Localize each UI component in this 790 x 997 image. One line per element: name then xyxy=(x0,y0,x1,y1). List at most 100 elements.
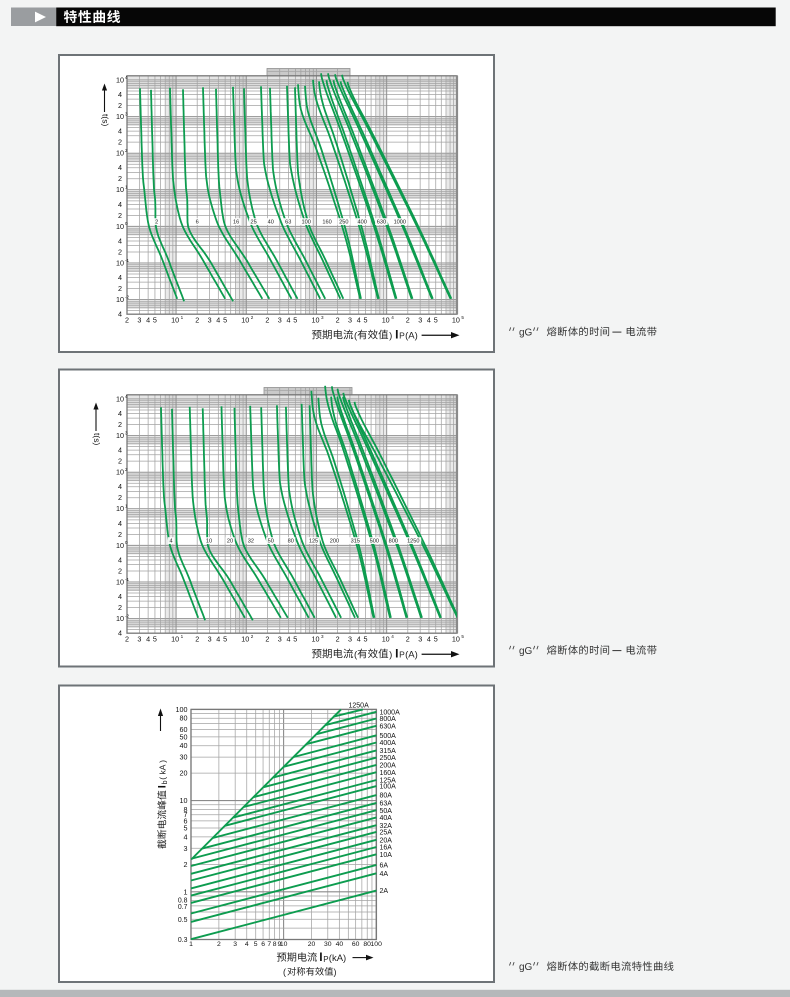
svg-text:6: 6 xyxy=(196,220,199,226)
svg-text:4: 4 xyxy=(118,555,122,564)
svg-text:t(s): t(s) xyxy=(92,433,102,445)
svg-text:10: 10 xyxy=(452,635,460,644)
svg-text:4: 4 xyxy=(118,90,122,99)
svg-text:5: 5 xyxy=(223,316,227,325)
svg-text:10: 10 xyxy=(116,541,124,550)
svg-text:32: 32 xyxy=(248,539,254,545)
svg-text:2: 2 xyxy=(155,220,158,226)
svg-text:10: 10 xyxy=(382,316,390,325)
svg-text:5: 5 xyxy=(254,941,258,948)
svg-text:6: 6 xyxy=(261,941,265,948)
svg-text:5: 5 xyxy=(153,316,157,325)
svg-text:4: 4 xyxy=(427,316,431,325)
svg-text:4: 4 xyxy=(118,519,122,528)
svg-text:2: 2 xyxy=(125,467,128,472)
svg-text:5: 5 xyxy=(461,315,464,320)
svg-text:1: 1 xyxy=(125,504,128,509)
svg-text:4A: 4A xyxy=(380,871,389,878)
svg-text:2: 2 xyxy=(118,530,122,539)
svg-text:25: 25 xyxy=(250,220,256,226)
svg-text:10: 10 xyxy=(116,295,124,304)
svg-text:3: 3 xyxy=(208,316,212,325)
svg-text:125A: 125A xyxy=(380,778,397,785)
svg-text:3: 3 xyxy=(208,635,212,644)
svg-text:3: 3 xyxy=(125,430,128,435)
svg-text:(: ( xyxy=(283,967,286,977)
svg-text:3: 3 xyxy=(233,941,237,948)
svg-text:63A: 63A xyxy=(380,801,393,808)
svg-text:80A: 80A xyxy=(380,793,393,800)
svg-text:2: 2 xyxy=(265,316,269,325)
svg-text:1: 1 xyxy=(181,315,184,320)
svg-text:100A: 100A xyxy=(380,784,397,791)
svg-text:25A: 25A xyxy=(380,830,393,837)
svg-text:3: 3 xyxy=(418,635,422,644)
svg-text:P: P xyxy=(399,331,405,341)
svg-text:315: 315 xyxy=(351,539,360,545)
svg-text:4: 4 xyxy=(118,127,122,136)
svg-text:3: 3 xyxy=(278,635,282,644)
svg-text:4: 4 xyxy=(391,634,394,639)
svg-text:10: 10 xyxy=(241,316,249,325)
svg-text:250A: 250A xyxy=(380,755,397,762)
svg-text:10: 10 xyxy=(280,941,288,948)
svg-text:500: 500 xyxy=(370,539,379,545)
svg-text:-1: -1 xyxy=(125,258,130,263)
svg-text:20: 20 xyxy=(227,539,233,545)
svg-text:4: 4 xyxy=(118,482,122,491)
svg-text:7: 7 xyxy=(267,941,271,948)
svg-text:250: 250 xyxy=(339,220,348,226)
svg-text:1000A: 1000A xyxy=(380,709,401,716)
svg-text:10: 10 xyxy=(116,258,124,267)
svg-text:t(s): t(s) xyxy=(100,114,110,126)
svg-text:20: 20 xyxy=(308,941,316,948)
svg-text:315A: 315A xyxy=(380,748,397,755)
svg-text:10: 10 xyxy=(116,394,124,403)
svg-text:16A: 16A xyxy=(380,845,393,852)
svg-text:0.5: 0.5 xyxy=(178,917,188,924)
svg-text:10: 10 xyxy=(382,635,390,644)
svg-text:4: 4 xyxy=(216,635,220,644)
svg-text:): ) xyxy=(389,649,392,660)
svg-text:400A: 400A xyxy=(380,740,397,747)
svg-text:( kA ): ( kA ) xyxy=(158,760,168,780)
svg-text:3: 3 xyxy=(348,635,352,644)
svg-text:10: 10 xyxy=(116,504,124,513)
svg-text:2: 2 xyxy=(184,860,188,869)
svg-text:60: 60 xyxy=(352,941,360,948)
svg-text:30: 30 xyxy=(324,941,332,948)
svg-text:40A: 40A xyxy=(380,815,393,822)
svg-text:P: P xyxy=(399,650,405,660)
svg-text:6A: 6A xyxy=(380,863,389,870)
svg-text:5: 5 xyxy=(364,316,368,325)
svg-text:2: 2 xyxy=(118,420,122,429)
svg-text:5: 5 xyxy=(434,316,438,325)
svg-text:630: 630 xyxy=(377,220,386,226)
svg-text:-1: -1 xyxy=(125,577,130,582)
svg-text:4: 4 xyxy=(427,635,431,644)
svg-text:2: 2 xyxy=(118,603,122,612)
svg-text:10: 10 xyxy=(116,112,124,121)
svg-text:1: 1 xyxy=(184,887,188,896)
svg-text:5: 5 xyxy=(293,316,297,325)
svg-text:-2: -2 xyxy=(125,294,130,299)
svg-text:10A: 10A xyxy=(380,852,393,859)
svg-text:0.8: 0.8 xyxy=(178,897,188,904)
svg-text:10: 10 xyxy=(116,222,124,231)
svg-text:5: 5 xyxy=(153,635,157,644)
svg-text:2: 2 xyxy=(125,635,129,644)
svg-text:160A: 160A xyxy=(380,770,397,777)
svg-text:800A: 800A xyxy=(380,716,397,723)
svg-text:10: 10 xyxy=(116,431,124,440)
svg-text:5: 5 xyxy=(293,635,297,644)
svg-text:2: 2 xyxy=(118,284,122,293)
svg-text:4: 4 xyxy=(146,316,150,325)
svg-text:2: 2 xyxy=(125,148,128,153)
svg-text:4: 4 xyxy=(287,316,291,325)
svg-text:100: 100 xyxy=(371,941,383,948)
svg-text:4: 4 xyxy=(118,273,122,282)
svg-text:2: 2 xyxy=(336,635,340,644)
svg-text:2: 2 xyxy=(195,316,199,325)
svg-text:20A: 20A xyxy=(380,837,393,844)
svg-text:50: 50 xyxy=(180,732,188,741)
